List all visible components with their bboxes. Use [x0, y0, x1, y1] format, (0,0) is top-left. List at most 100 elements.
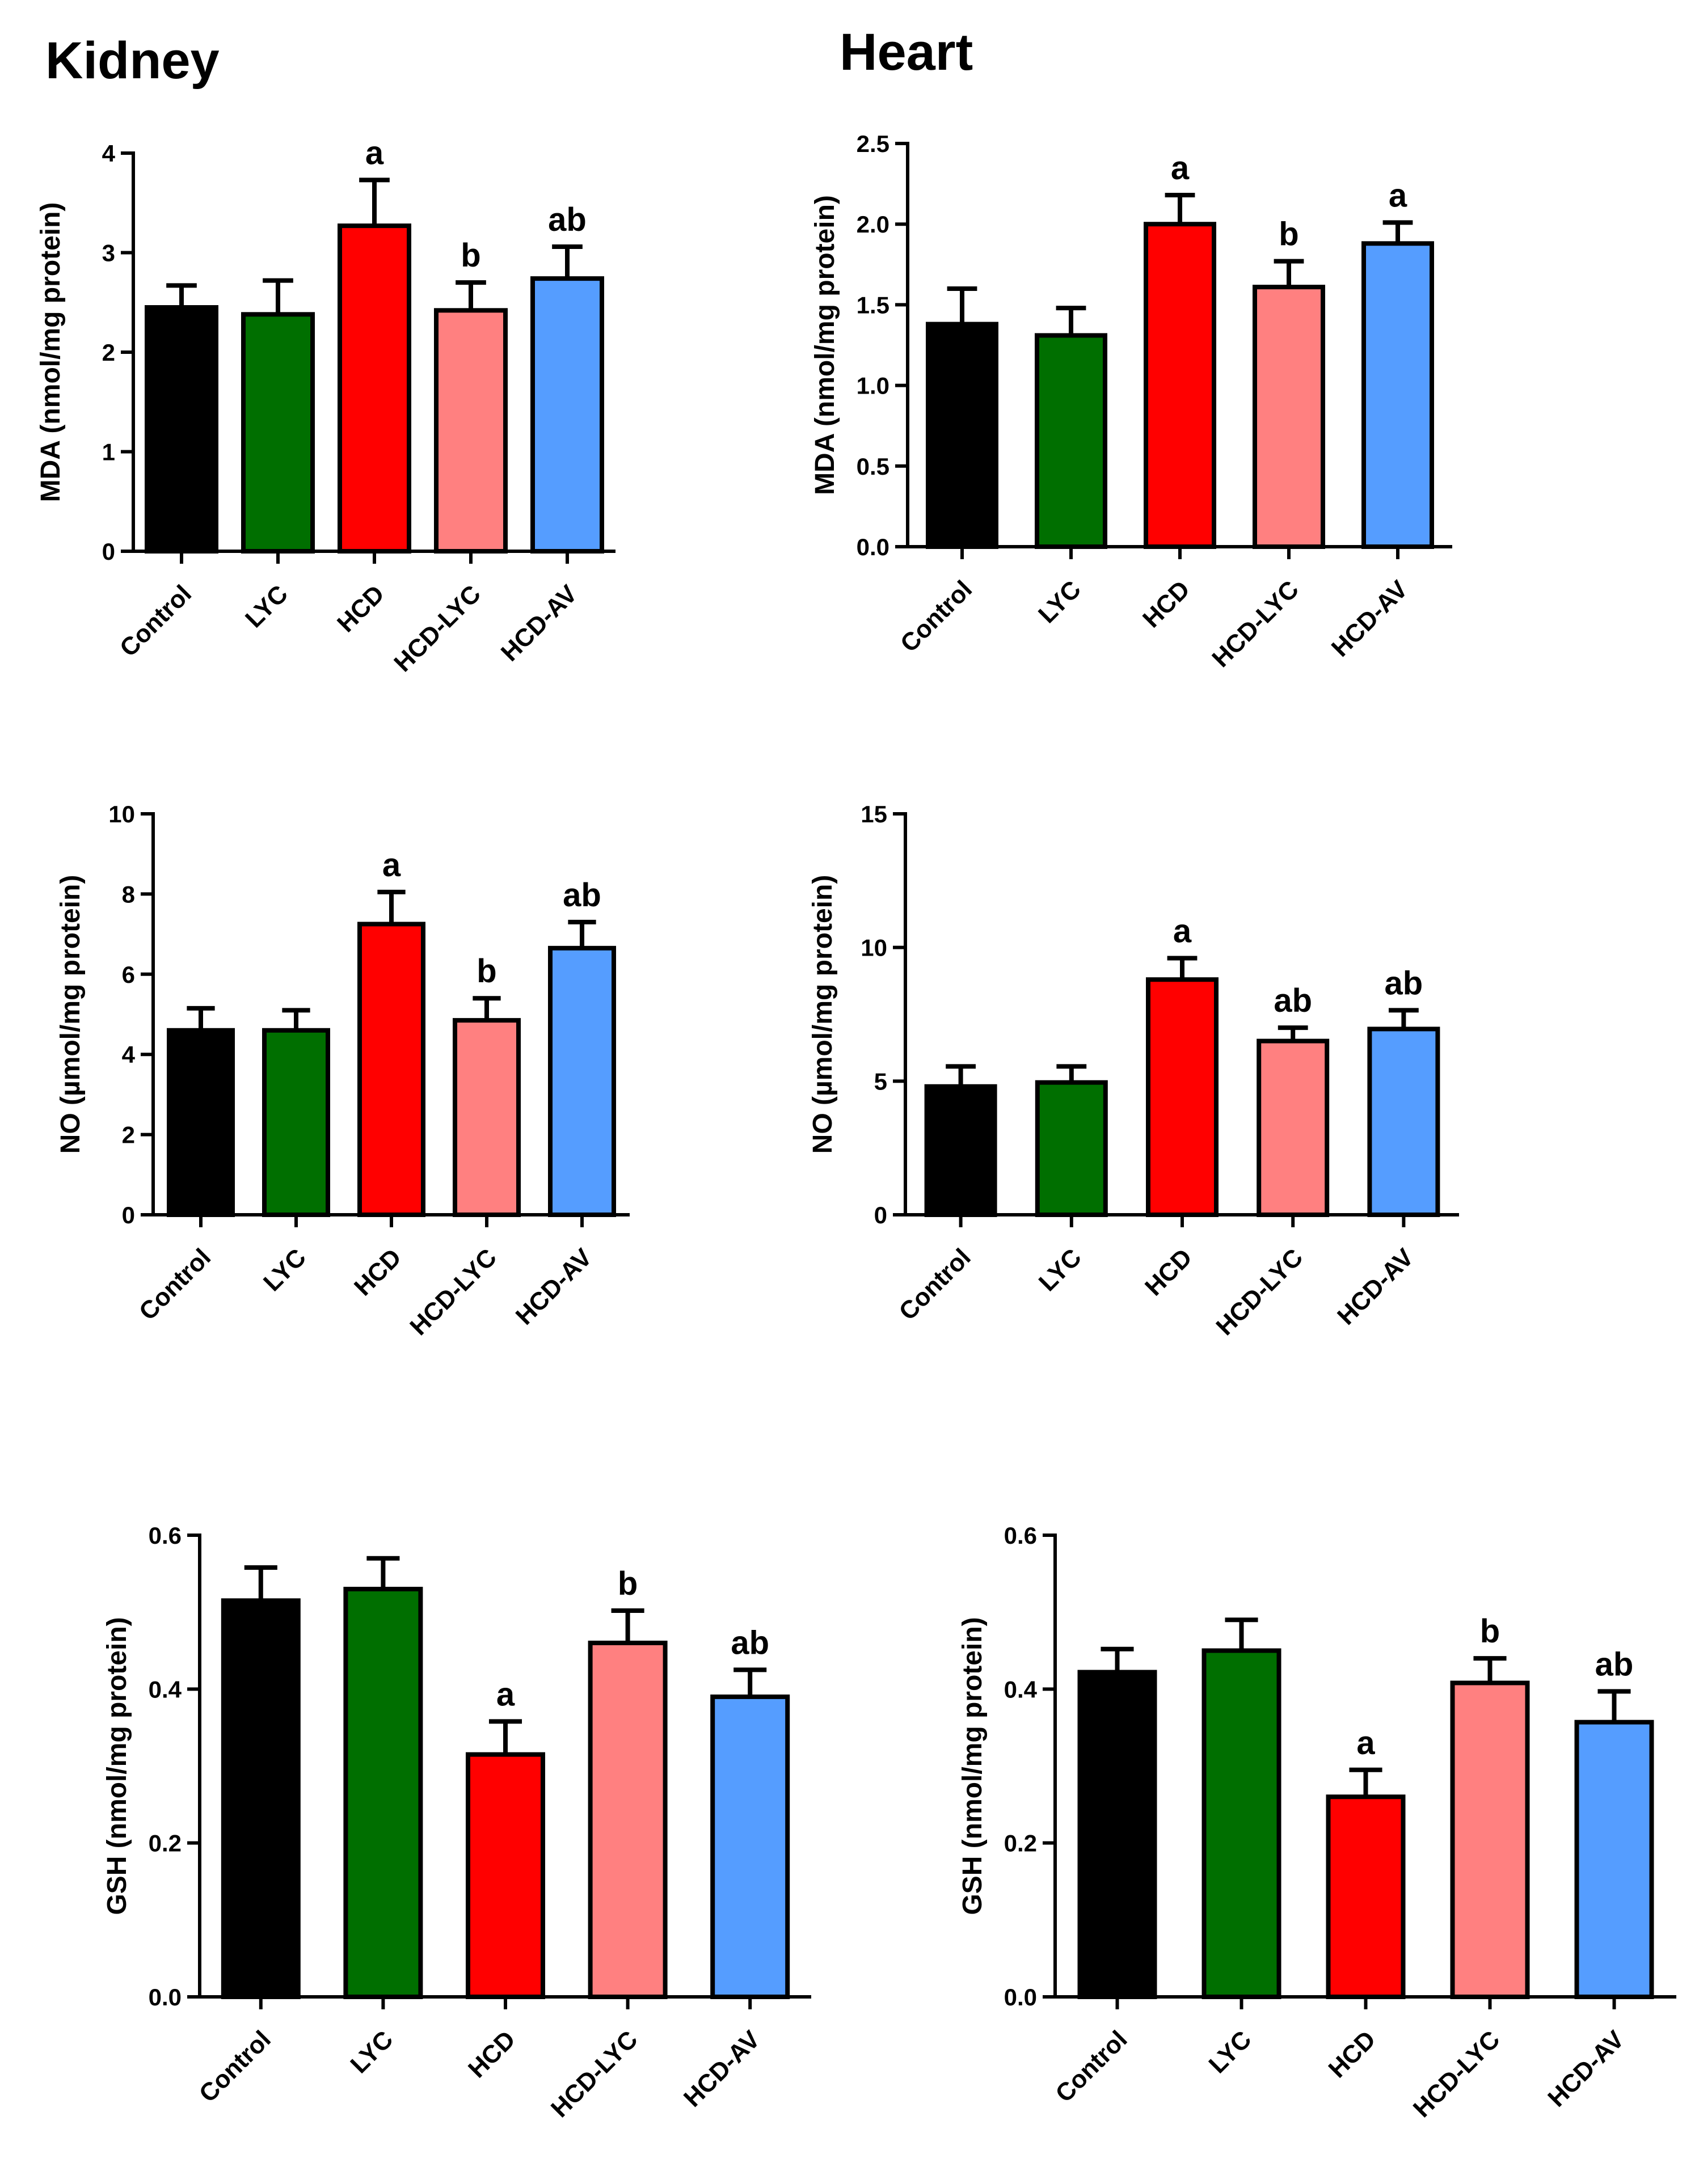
bar-hcd-av	[1361, 241, 1434, 549]
significance-label: b	[1480, 1613, 1500, 1650]
y-axis-label: MDA (nmol/mg protein)	[36, 202, 66, 502]
y-tick-label: 0.0	[857, 534, 889, 560]
category-label: HCD	[1137, 575, 1195, 633]
category-label: LYC	[1204, 2025, 1257, 2079]
category-label: LYC	[345, 2025, 398, 2079]
category-label: HCD-AV	[1332, 1243, 1419, 1330]
category-label: Control	[893, 1243, 976, 1325]
y-axis-label: MDA (nmol/mg protein)	[810, 195, 840, 495]
y-tick-label: 0.2	[1004, 1830, 1037, 1857]
y-tick-label: 15	[861, 801, 887, 827]
bar-control	[924, 1084, 997, 1218]
y-tick-label: 4	[102, 140, 116, 167]
y-tick-label: 1.5	[857, 292, 889, 318]
category-label: Control	[115, 580, 197, 662]
significance-label: ab	[1274, 982, 1312, 1019]
bar-hcd	[1144, 222, 1216, 549]
significance-label: a	[1173, 913, 1192, 950]
bar-hcd-av	[710, 1694, 790, 1999]
bar-hcd	[1326, 1794, 1406, 1999]
significance-label: ab	[563, 877, 601, 914]
y-tick-label: 5	[874, 1068, 887, 1095]
category-label: Control	[895, 575, 977, 657]
category-label: HCD-AV	[511, 1243, 598, 1330]
y-tick-label: 0.0	[149, 1984, 182, 2010]
category-label: HCD-LYC	[389, 580, 486, 677]
category-label: Control	[194, 2025, 276, 2107]
y-tick-label: 2.0	[857, 211, 889, 238]
category-label: HCD-AV	[1326, 575, 1414, 662]
bar-control	[167, 1028, 235, 1218]
bar-hcd-av	[1367, 1026, 1440, 1217]
bar-control	[145, 305, 218, 554]
bar-control	[1077, 1670, 1157, 1999]
y-tick-label: 8	[122, 881, 135, 907]
y-tick-label: 1	[102, 439, 115, 466]
y-tick-label: 0.6	[1004, 1522, 1037, 1549]
y-tick-label: 0.0	[1004, 1984, 1037, 2010]
category-label: HCD-LYC	[1207, 575, 1304, 673]
bar-lyc	[343, 1586, 423, 1999]
category-label: HCD-AV	[496, 580, 583, 667]
y-axis-label: NO (µmol/mg protein)	[808, 875, 838, 1154]
y-tick-label: 0	[122, 1202, 135, 1228]
significance-label: a	[365, 134, 384, 171]
y-axis-label: GSH (nmol/mg protein)	[102, 1617, 132, 1915]
heart-title: Heart	[840, 23, 973, 81]
significance-label: b	[618, 1565, 638, 1602]
category-label: HCD-AV	[678, 2025, 766, 2113]
category-label: HCD-LYC	[546, 2025, 643, 2123]
y-tick-label: 0.2	[149, 1830, 182, 1857]
kidney-gsh-chart: 0.0 0.2 0.4 0.6 GSH (nmol/mg protein) Control…	[102, 1522, 811, 2123]
bar-lyc	[262, 1028, 330, 1218]
bar-hcd-lyc	[434, 308, 508, 554]
kidney-title: Kidney	[45, 32, 220, 90]
bar-hcd	[1146, 977, 1219, 1218]
bar-lyc	[1035, 1080, 1108, 1217]
y-tick-label: 0.4	[149, 1676, 182, 1703]
y-tick-label: 10	[108, 801, 135, 827]
bar-hcd-av	[548, 945, 616, 1217]
category-label: HCD-LYC	[1408, 2025, 1506, 2123]
kidney-no-chart: 0 2 4 6 8 10 NO (µmol/mg protein) Control LYC a HC…	[56, 801, 630, 1341]
y-tick-label: 2	[102, 339, 115, 366]
bar-hcd-av	[1574, 1720, 1654, 1999]
category-label: Control	[134, 1243, 216, 1325]
category-label: Control	[1050, 2025, 1132, 2107]
significance-label: ab	[1385, 965, 1423, 1002]
y-tick-label: 0.4	[1004, 1676, 1038, 1703]
significance-label: a	[1356, 1725, 1375, 1761]
y-axis-label: GSH (nmol/mg protein)	[958, 1617, 988, 1915]
category-label: HCD	[332, 580, 390, 637]
significance-label: ab	[731, 1624, 769, 1661]
category-label: LYC	[1033, 575, 1086, 628]
y-tick-label: 0.6	[149, 1522, 182, 1549]
bar-control	[221, 1598, 301, 1999]
y-tick-label: 0.5	[857, 453, 889, 480]
category-label: LYC	[1034, 1243, 1087, 1296]
significance-label: b	[1279, 216, 1299, 253]
y-axis-label: NO (µmol/mg protein)	[56, 875, 86, 1154]
category-label: LYC	[258, 1243, 311, 1296]
heart-mda-chart: 0.0 0.5 1.0 1.5 2.0 2.5 MDA (nmol/mg protein) C…	[810, 130, 1452, 673]
significance-label: b	[461, 237, 480, 274]
y-tick-label: 4	[122, 1041, 136, 1068]
y-tick-label: 10	[861, 935, 887, 961]
significance-label: a	[382, 847, 401, 884]
category-label: HCD-LYC	[404, 1243, 502, 1341]
bar-hcd	[466, 1752, 545, 1999]
y-tick-label: 0	[102, 538, 115, 565]
y-tick-label: 3	[102, 240, 115, 267]
significance-label: a	[1389, 177, 1407, 214]
category-label: HCD	[1323, 2025, 1381, 2083]
y-tick-label: 0	[874, 1202, 887, 1228]
bar-lyc	[1035, 333, 1107, 549]
bar-hcd-lyc	[1257, 1038, 1330, 1217]
category-label: HCD	[463, 2025, 521, 2083]
heart-gsh-chart: 0.0 0.2 0.4 0.6 GSH (nmol/mg protein) Control…	[958, 1522, 1676, 2123]
bar-hcd-lyc	[588, 1640, 668, 1999]
category-label: HCD	[349, 1243, 407, 1301]
bar-lyc	[241, 312, 315, 554]
significance-label: a	[496, 1676, 515, 1713]
